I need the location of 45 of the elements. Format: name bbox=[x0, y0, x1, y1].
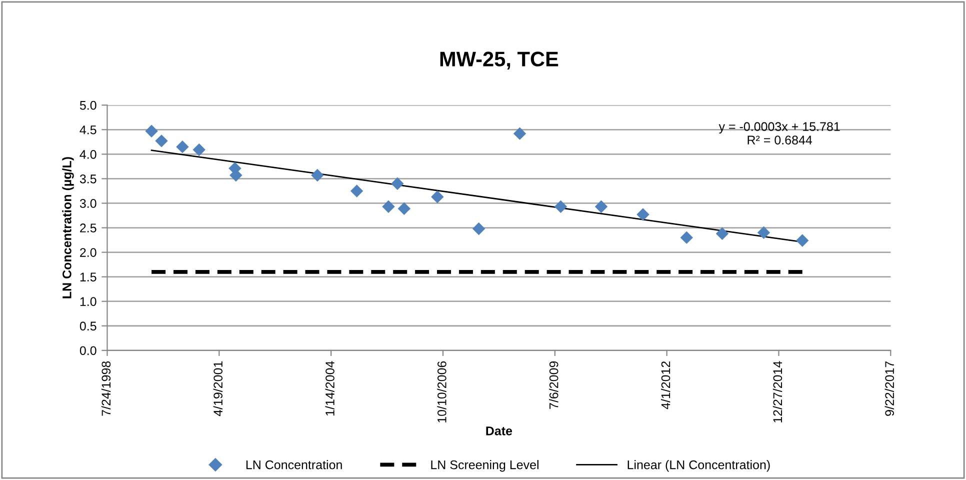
y-tick-label: 2.5 bbox=[80, 224, 96, 232]
chart-title: MW-25, TCE bbox=[440, 52, 558, 70]
y-tick-label: 0.0 bbox=[80, 346, 96, 356]
y-tick-label: 4.0 bbox=[80, 150, 96, 159]
point bbox=[472, 222, 486, 236]
point bbox=[155, 134, 168, 148]
legend-label: Linear (LN Concentration) bbox=[628, 460, 770, 472]
x-tick-label: 4/19/2001 bbox=[213, 361, 222, 416]
point bbox=[350, 184, 364, 198]
point bbox=[145, 124, 158, 138]
point bbox=[192, 143, 206, 156]
x-tick-label: 7/6/2009 bbox=[549, 361, 558, 409]
point bbox=[176, 140, 189, 154]
x-tick-label: 10/10/2006 bbox=[437, 361, 446, 422]
point bbox=[716, 227, 729, 240]
point bbox=[391, 177, 404, 190]
point bbox=[796, 234, 809, 247]
legend-label: LN Concentration bbox=[246, 460, 342, 470]
x-tick-label: 1/14/2004 bbox=[325, 361, 334, 416]
point bbox=[636, 208, 650, 221]
y-tick-label: 1.0 bbox=[80, 297, 96, 306]
x-tick-label: 4/1/2012 bbox=[660, 361, 670, 410]
point bbox=[382, 200, 395, 214]
legend-label: LN Screening Level bbox=[431, 460, 538, 472]
y-tick-label: 0.5 bbox=[80, 322, 96, 331]
point bbox=[680, 231, 693, 244]
y-axis-title: LN Concentration (µg/L) bbox=[62, 157, 74, 298]
point bbox=[757, 226, 770, 240]
x-tick-label: 12/27/2014 bbox=[772, 361, 782, 422]
point bbox=[398, 202, 411, 215]
x-axis-title: Date bbox=[486, 426, 512, 436]
y-tick-label: 5.0 bbox=[80, 100, 96, 110]
y-tick-label: 4.5 bbox=[80, 126, 96, 134]
point bbox=[311, 168, 324, 182]
y-tick-label: 1.5 bbox=[80, 272, 96, 282]
x-tick-label: 7/24/1998 bbox=[101, 361, 111, 416]
y-tick-label: 2.0 bbox=[80, 248, 96, 257]
point bbox=[554, 200, 568, 214]
x-tick-label: 9/22/2017 bbox=[884, 361, 894, 416]
y-tick-label: 3.5 bbox=[80, 174, 96, 184]
point bbox=[513, 127, 526, 140]
annotation: y = -0.0003x + 15.781 R² = 0.6844 bbox=[718, 122, 840, 144]
y-tick-label: 3.0 bbox=[80, 199, 96, 208]
point bbox=[431, 190, 444, 204]
point bbox=[594, 200, 608, 214]
